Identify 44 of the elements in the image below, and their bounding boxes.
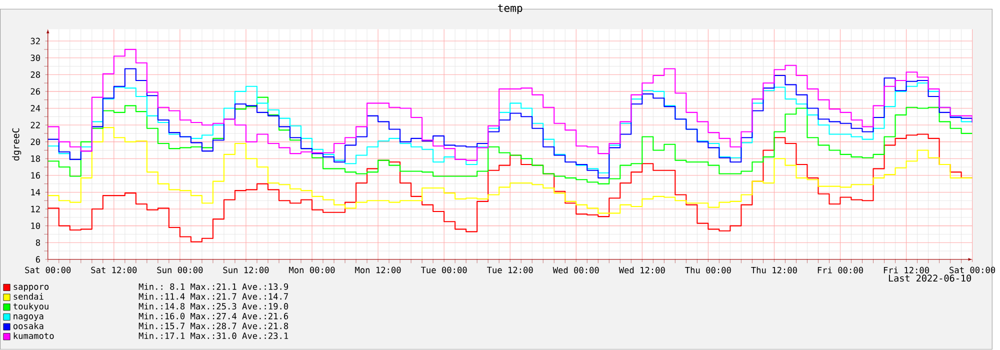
text: Last 2022-06-10 (888, 274, 972, 282)
text: Min.:15.7 Max.:28.7 Ave.:21.8 (138, 322, 288, 330)
x-tick-label: Fri 00:00 (818, 266, 863, 274)
y-tick-label: 22 (30, 122, 40, 128)
y-axis-title: dgreeC (12, 128, 22, 161)
x-tick-label: Sat 00:00 (25, 266, 71, 274)
x-tick-label: Mon 12:00 (355, 266, 401, 274)
x-tick-label: Sat 00:00 (950, 266, 996, 274)
y-tick-label: 26 (30, 88, 40, 95)
x-tick-label: Thu 12:00 (751, 266, 797, 274)
y-tick-label: 10 (31, 222, 40, 230)
y-tick-label: 12 (31, 206, 40, 212)
y-tick-label: 6 (36, 256, 40, 263)
x-tick-label: Wed 00:00 (552, 266, 599, 274)
x-tick-label: Fri 12:00 (884, 266, 929, 274)
y-tick-label: 18 (31, 156, 40, 162)
chart-title: temp (498, 4, 522, 14)
y-tick-label: 8 (36, 240, 40, 246)
x-tick-label: Wed 12:00 (618, 266, 665, 274)
y-tick-label: 20 (30, 138, 40, 146)
legend-label: nagoya (14, 314, 44, 322)
x-tick-label: Thu 00:00 (685, 266, 731, 274)
legend-label: oosaka (13, 322, 44, 330)
legend-label: kumamoto (14, 332, 54, 340)
x-tick-label: Sat 12:00 (91, 266, 137, 274)
text: Min.: 8.1 Max.:21.1 Ave.:13.9 (138, 283, 288, 290)
x-tick-label: Mon 00:00 (289, 266, 335, 274)
y-tick-label: 32 (30, 38, 40, 44)
x-tick-label: Sun 12:00 (223, 266, 269, 274)
text: Min.:16.0 Max.:27.4 Ave.:21.6 (138, 312, 288, 320)
y-tick-label: 16 (31, 172, 40, 179)
y-tick-label: 24 (30, 105, 40, 112)
x-tick-label: Tue 00:00 (420, 266, 467, 274)
y-tick-label: 28 (30, 72, 40, 78)
y-tick-label: 14 (31, 189, 40, 196)
x-tick-label: Tue 12:00 (487, 266, 533, 274)
text: Min.:11.4 Max.:21.7 Ave.:14.7 (138, 293, 288, 300)
legend-label: sendai (14, 293, 44, 300)
text: Min.:17.1 Max.:31.0 Ave.:23.1 (138, 332, 288, 340)
y-tick-label: 30 (30, 54, 40, 62)
text: Min.:14.8 Max.:25.3 Ave.:19.0 (138, 303, 288, 310)
x-tick-label: Sun 00:00 (157, 266, 203, 274)
legend-label: sapporo (14, 285, 49, 292)
legend-label: toukyou (13, 303, 48, 312)
